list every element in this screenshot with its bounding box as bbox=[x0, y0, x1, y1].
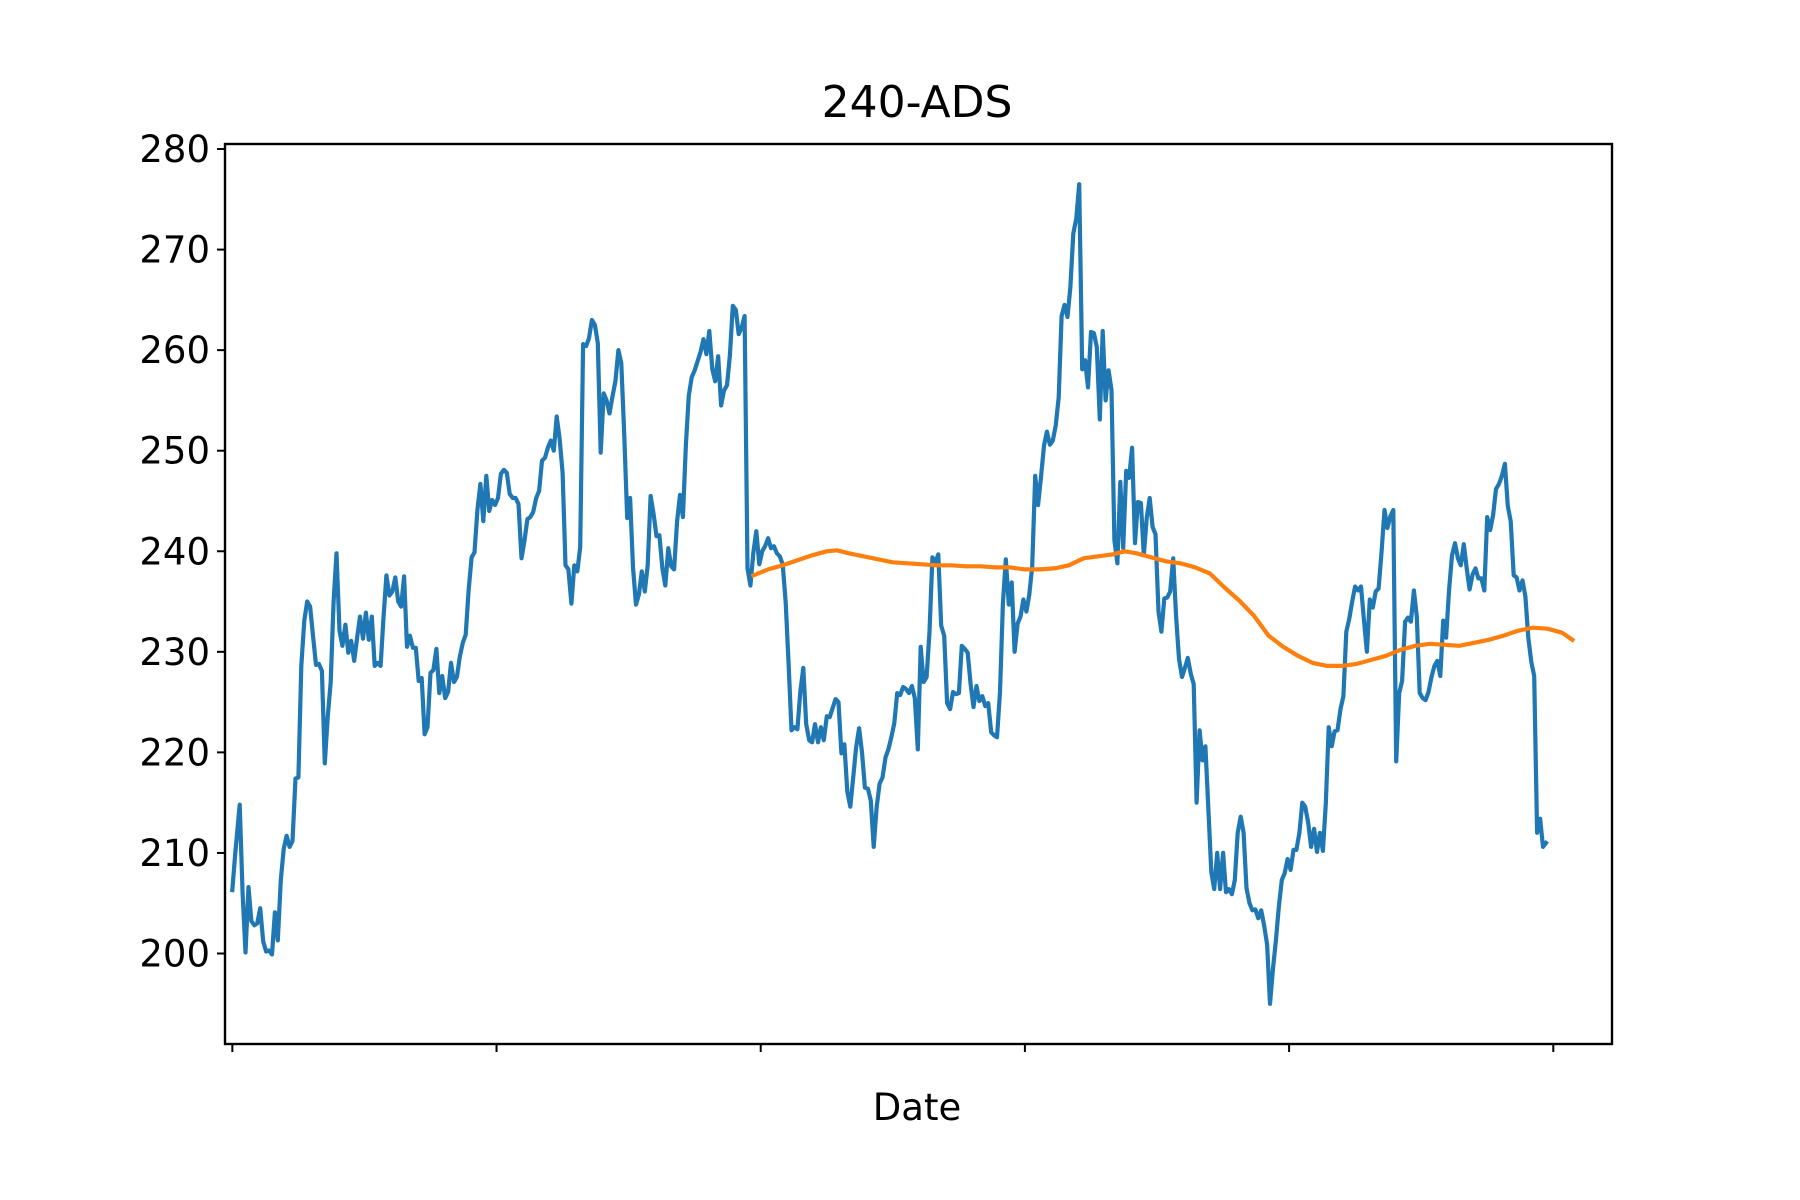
y-tick-label: 210 bbox=[139, 832, 210, 875]
plot-area bbox=[230, 182, 1576, 1006]
series-line-1 bbox=[230, 182, 1549, 1006]
chart-title: 240-ADS bbox=[822, 77, 1013, 128]
y-axis: 200 210 220 230 240 250 260 270 280 bbox=[139, 128, 225, 975]
series-line-2 bbox=[750, 548, 1576, 668]
y-tick-label: 220 bbox=[139, 731, 210, 774]
axes-frame bbox=[223, 142, 1614, 1046]
y-tick-label: 280 bbox=[139, 128, 210, 171]
y-tick-label: 270 bbox=[139, 229, 210, 272]
x-axis bbox=[231, 1044, 1555, 1052]
y-tick-label: 200 bbox=[139, 932, 210, 975]
y-tick-label: 250 bbox=[139, 430, 210, 473]
y-tick-label: 260 bbox=[139, 329, 210, 372]
y-tick-label: 230 bbox=[139, 631, 210, 674]
x-axis-label: Date bbox=[873, 1086, 961, 1129]
y-tick-label: 240 bbox=[139, 530, 210, 573]
